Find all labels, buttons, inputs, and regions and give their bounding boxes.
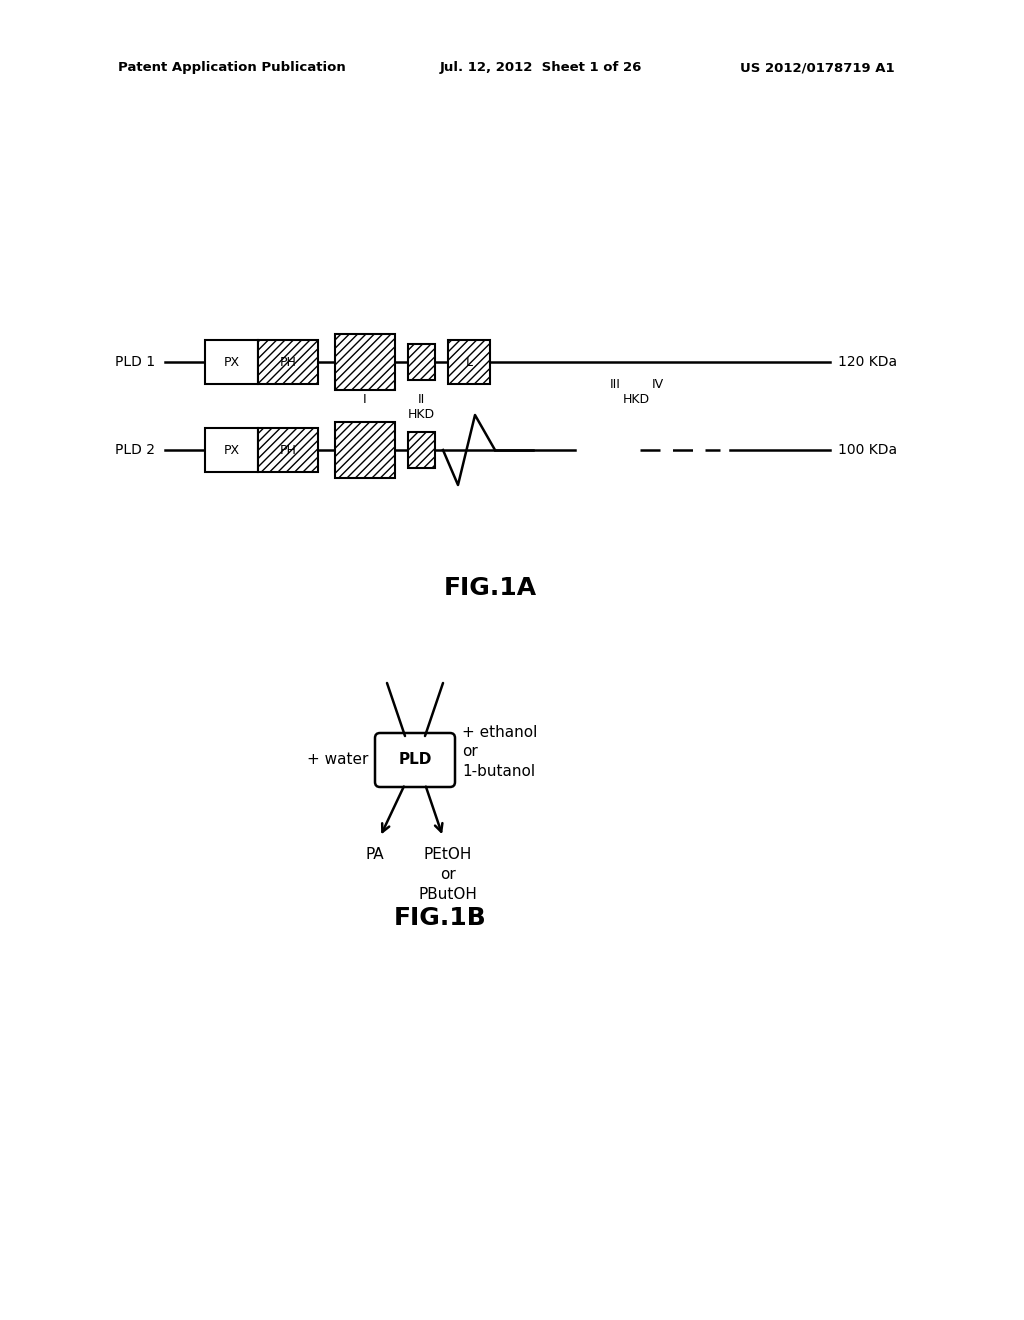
Text: Patent Application Publication: Patent Application Publication [118, 62, 346, 74]
Bar [258, 341, 318, 384]
FancyBboxPatch shape [375, 733, 455, 787]
Bar [408, 432, 435, 469]
Text: Jul. 12, 2012  Sheet 1 of 26: Jul. 12, 2012 Sheet 1 of 26 [440, 62, 642, 74]
Bar [205, 341, 258, 384]
Text: PA: PA [366, 847, 384, 862]
Text: PX: PX [223, 355, 240, 368]
Text: US 2012/0178719 A1: US 2012/0178719 A1 [740, 62, 895, 74]
Text: HKD: HKD [408, 408, 435, 421]
Text: + ethanol
or
1-butanol: + ethanol or 1-butanol [462, 725, 538, 779]
Text: + water: + water [306, 752, 368, 767]
Text: PH: PH [280, 444, 296, 457]
Text: PX: PX [223, 444, 240, 457]
Text: PH: PH [280, 355, 296, 368]
Text: FIG.1B: FIG.1B [393, 906, 486, 931]
Text: PEtOH
or
PButOH: PEtOH or PButOH [419, 847, 477, 902]
Text: II: II [418, 393, 425, 407]
Text: HKD: HKD [623, 393, 649, 407]
Text: IV: IV [652, 378, 664, 391]
Bar [205, 428, 258, 473]
Text: FIG.1A: FIG.1A [443, 576, 537, 601]
Text: PLD: PLD [398, 752, 432, 767]
Bar [408, 345, 435, 380]
Bar [335, 334, 395, 389]
Text: 120 KDa: 120 KDa [838, 355, 897, 370]
Text: I: I [364, 393, 367, 407]
Bar [449, 341, 490, 384]
Text: L: L [466, 355, 472, 368]
Text: III: III [609, 378, 621, 391]
Text: PLD 2: PLD 2 [115, 444, 155, 457]
Bar [335, 422, 395, 478]
Text: 100 KDa: 100 KDa [838, 444, 897, 457]
Text: PLD 1: PLD 1 [115, 355, 155, 370]
Bar [258, 428, 318, 473]
